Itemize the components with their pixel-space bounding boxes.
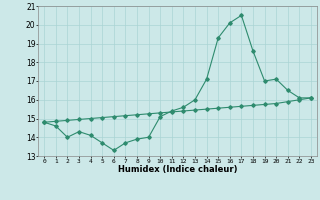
X-axis label: Humidex (Indice chaleur): Humidex (Indice chaleur) (118, 165, 237, 174)
